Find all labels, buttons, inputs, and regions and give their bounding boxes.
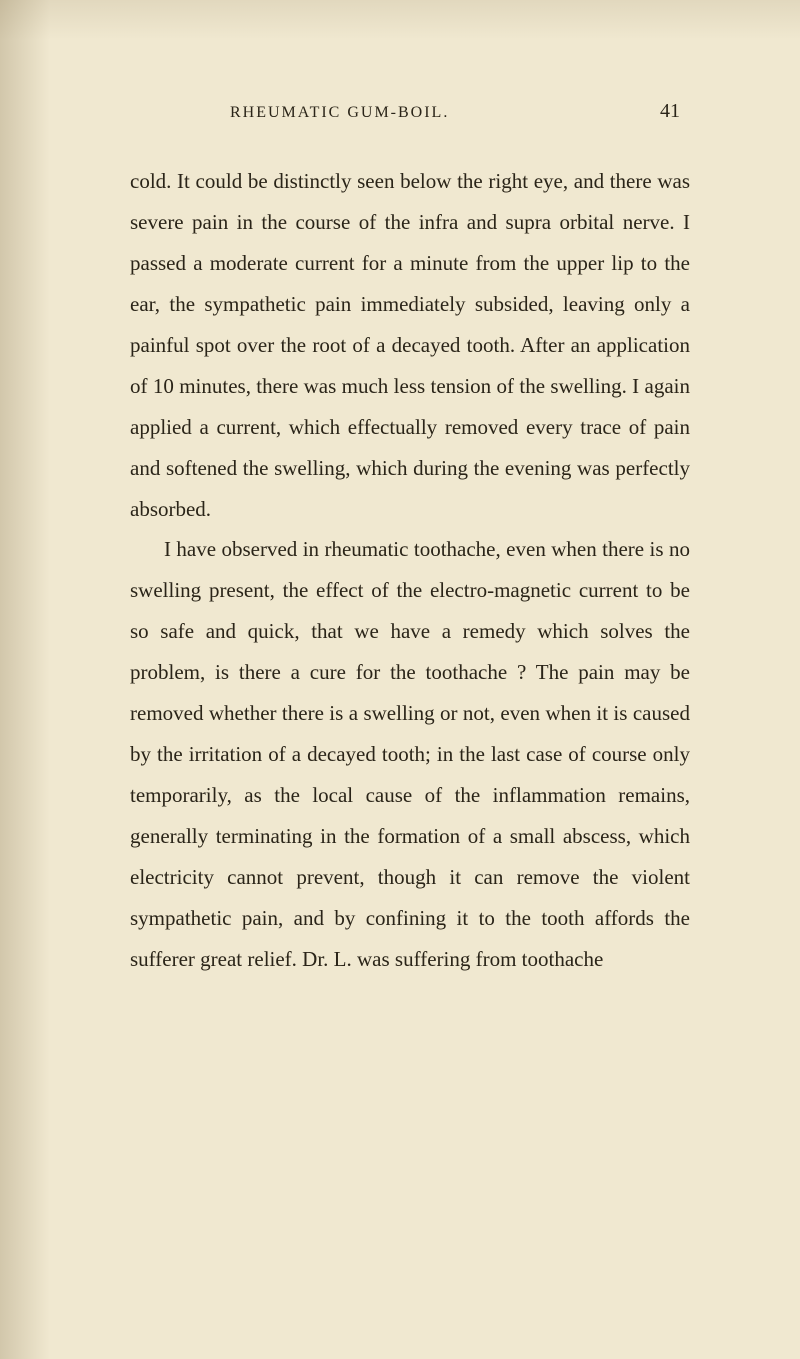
paragraph-2: I have observed in rheumatic toothache, … bbox=[130, 529, 690, 979]
running-head: RHEUMATIC GUM-BOIL. bbox=[230, 104, 449, 122]
paragraph-1: cold. It could be distinctly seen below … bbox=[130, 161, 690, 529]
page-header: RHEUMATIC GUM-BOIL. 41 bbox=[130, 100, 690, 123]
page-number: 41 bbox=[660, 100, 680, 123]
page-container: RHEUMATIC GUM-BOIL. 41 cold. It could be… bbox=[0, 0, 800, 1060]
body-text: cold. It could be distinctly seen below … bbox=[130, 161, 690, 980]
